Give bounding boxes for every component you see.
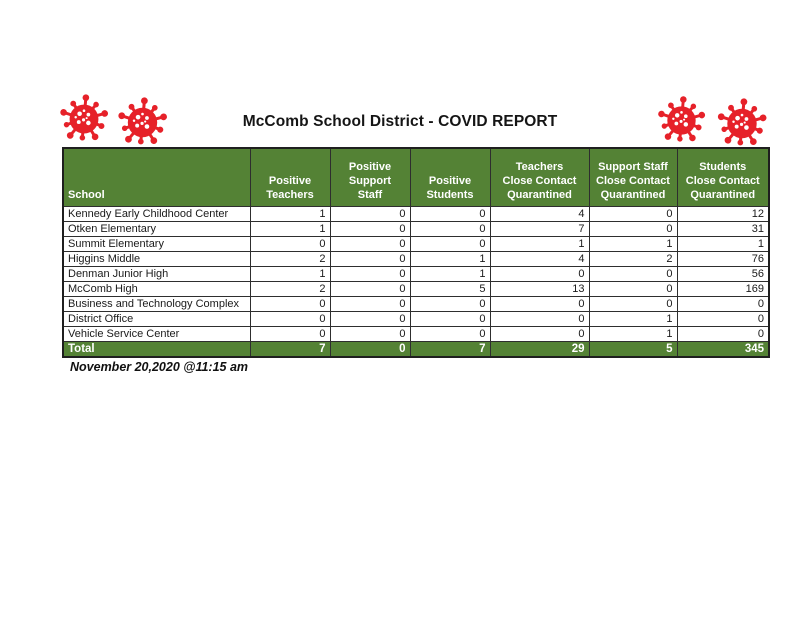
school-name-cell: Kennedy Early Childhood Center bbox=[62, 205, 251, 222]
school-name-cell: Higgins Middle bbox=[62, 250, 251, 267]
table-row: McComb High 2 0 5 13 0 169 bbox=[62, 280, 770, 297]
table-row: Higgins Middle 2 0 1 4 2 76 bbox=[62, 250, 770, 267]
school-name-cell: Denman Junior High bbox=[62, 265, 251, 282]
table-row: District Office 0 0 0 0 1 0 bbox=[62, 310, 770, 327]
table-row: Summit Elementary 0 0 0 1 1 1 bbox=[62, 235, 770, 252]
value-cell: 1 bbox=[588, 235, 678, 252]
total-label-cell: Total bbox=[62, 340, 251, 358]
table-row: Business and Technology Complex 0 0 0 0 0 0 bbox=[62, 295, 770, 312]
value-cell: 0 bbox=[329, 295, 411, 312]
value-cell: 0 bbox=[329, 205, 411, 222]
value-cell: 0 bbox=[409, 295, 491, 312]
value-cell: 0 bbox=[329, 325, 411, 342]
value-cell: 0 bbox=[329, 265, 411, 282]
total-value-cell: 5 bbox=[588, 340, 678, 358]
table-row: Denman Junior High 1 0 1 0 0 56 bbox=[62, 265, 770, 282]
total-value-cell: 7 bbox=[409, 340, 491, 358]
value-cell: 0 bbox=[489, 295, 590, 312]
value-cell: 4 bbox=[489, 205, 590, 222]
total-value-cell: 29 bbox=[489, 340, 590, 358]
value-cell: 0 bbox=[489, 325, 590, 342]
value-cell: 5 bbox=[409, 280, 491, 297]
value-cell: 0 bbox=[588, 205, 678, 222]
value-cell: 1 bbox=[676, 235, 770, 252]
column-header-1: Positive Teachers bbox=[249, 147, 331, 207]
column-header-4: Teachers Close Contact Quarantined bbox=[489, 147, 590, 207]
value-cell: 13 bbox=[489, 280, 590, 297]
value-cell: 0 bbox=[329, 310, 411, 327]
value-cell: 1 bbox=[249, 205, 331, 222]
total-value-cell: 0 bbox=[329, 340, 411, 358]
table-body: Kennedy Early Childhood Center 1 0 0 4 0 12 Otk… bbox=[62, 205, 770, 342]
value-cell: 0 bbox=[409, 235, 491, 252]
value-cell: 0 bbox=[489, 265, 590, 282]
column-header-3: Positive Students bbox=[409, 147, 491, 207]
value-cell: 31 bbox=[676, 220, 770, 237]
value-cell: 1 bbox=[588, 325, 678, 342]
value-cell: 56 bbox=[676, 265, 770, 282]
value-cell: 0 bbox=[588, 220, 678, 237]
value-cell: 0 bbox=[489, 310, 590, 327]
value-cell: 1 bbox=[409, 265, 491, 282]
table-row: Kennedy Early Childhood Center 1 0 0 4 0 12 bbox=[62, 205, 770, 222]
value-cell: 0 bbox=[329, 235, 411, 252]
school-name-cell: Business and Technology Complex bbox=[62, 295, 251, 312]
value-cell: 1 bbox=[249, 265, 331, 282]
value-cell: 0 bbox=[588, 265, 678, 282]
page-title: McComb School District - COVID REPORT bbox=[242, 113, 558, 130]
school-name-cell: McComb High bbox=[62, 280, 251, 297]
value-cell: 0 bbox=[249, 310, 331, 327]
value-cell: 0 bbox=[409, 310, 491, 327]
column-header-2: Positive Support Staff bbox=[329, 147, 411, 207]
value-cell: 0 bbox=[329, 220, 411, 237]
value-cell: 2 bbox=[588, 250, 678, 267]
school-name-cell: Vehicle Service Center bbox=[62, 325, 251, 342]
header-row: School Positive Teachers Positive Support … bbox=[62, 147, 770, 207]
value-cell: 4 bbox=[489, 250, 590, 267]
value-cell: 0 bbox=[409, 325, 491, 342]
value-cell: 0 bbox=[329, 250, 411, 267]
value-cell: 0 bbox=[409, 205, 491, 222]
school-name-cell: District Office bbox=[62, 310, 251, 327]
column-header-5: Support Staff Close Contact Quarantined bbox=[588, 147, 678, 207]
value-cell: 0 bbox=[676, 325, 770, 342]
value-cell: 1 bbox=[588, 310, 678, 327]
value-cell: 1 bbox=[489, 235, 590, 252]
value-cell: 2 bbox=[249, 250, 331, 267]
total-value-cell: 7 bbox=[249, 340, 331, 358]
total-value-cell: 345 bbox=[676, 340, 770, 358]
value-cell: 2 bbox=[249, 280, 331, 297]
value-cell: 0 bbox=[249, 235, 331, 252]
school-name-cell: Otken Elementary bbox=[62, 220, 251, 237]
report-timestamp: November 20,2020 @11:15 am bbox=[70, 360, 249, 374]
value-cell: 0 bbox=[249, 295, 331, 312]
table-row: Otken Elementary 1 0 0 7 0 31 bbox=[62, 220, 770, 237]
value-cell: 0 bbox=[588, 280, 678, 297]
column-header-0: School bbox=[62, 147, 251, 207]
value-cell: 0 bbox=[249, 325, 331, 342]
value-cell: 1 bbox=[249, 220, 331, 237]
value-cell: 0 bbox=[676, 310, 770, 327]
value-cell: 0 bbox=[329, 280, 411, 297]
total-row: Total 7 0 7 29 5 345 bbox=[62, 340, 770, 358]
value-cell: 0 bbox=[588, 295, 678, 312]
value-cell: 12 bbox=[676, 205, 770, 222]
covid-report-table: School Positive Teachers Positive Support … bbox=[62, 147, 770, 358]
school-name-cell: Summit Elementary bbox=[62, 235, 251, 252]
column-header-6: Students Close Contact Quarantined bbox=[676, 147, 770, 207]
value-cell: 0 bbox=[676, 295, 770, 312]
value-cell: 169 bbox=[676, 280, 770, 297]
value-cell: 76 bbox=[676, 250, 770, 267]
value-cell: 1 bbox=[409, 250, 491, 267]
value-cell: 7 bbox=[489, 220, 590, 237]
value-cell: 0 bbox=[409, 220, 491, 237]
table-row: Vehicle Service Center 0 0 0 0 1 0 bbox=[62, 325, 770, 342]
